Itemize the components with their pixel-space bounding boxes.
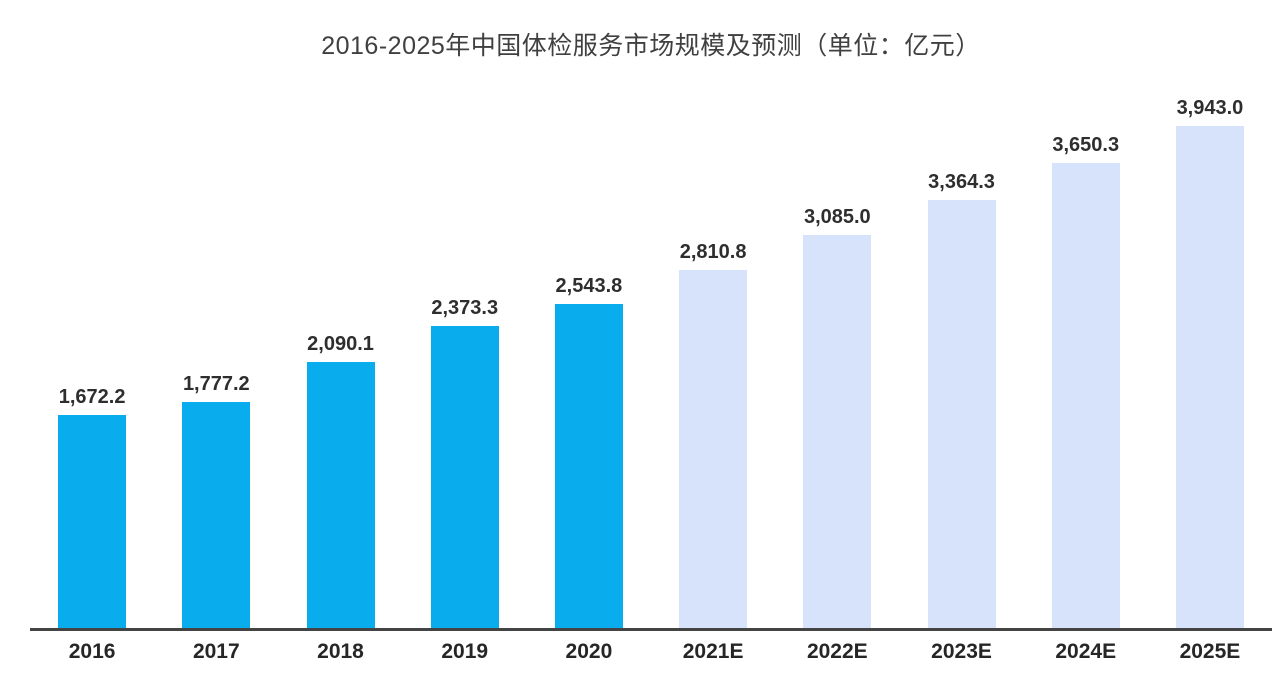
bar-column: 2,090.1	[278, 333, 402, 628]
bar-value-label: 1,672.2	[58, 386, 126, 408]
bar-value-label: 2,090.1	[307, 333, 374, 355]
bar-column: 2,373.3	[403, 297, 527, 628]
actual-bar	[306, 362, 375, 628]
bar-value-label: 2,810.8	[679, 241, 747, 263]
x-axis-label: 2018	[317, 640, 364, 663]
bars-row: 1,672.2 1,777.2 2,090.1 2,373.3 2,543.8 2,810…	[30, 80, 1272, 628]
bar-column: 3,364.3	[899, 171, 1023, 628]
bar-value-label: 2,543.8	[555, 275, 623, 297]
x-axis-label: 2021E	[682, 640, 744, 663]
actual-bar	[430, 326, 499, 628]
bar-column: 3,085.0	[775, 206, 899, 628]
forecast-bar	[1175, 126, 1244, 628]
bar-value-label: 1,777.2	[182, 373, 250, 395]
x-axis-label: 2017	[192, 640, 240, 663]
forecast-bar	[1051, 163, 1120, 628]
bar-column: 3,650.3	[1024, 134, 1148, 628]
actual-bar	[182, 402, 251, 628]
plot-area: 1,672.2 1,777.2 2,090.1 2,373.3 2,543.8 2,810…	[30, 80, 1272, 631]
bar-value-label: 2,373.3	[431, 297, 499, 319]
x-axis-label: 2022E	[806, 640, 868, 663]
bar-value-label: 3,943.0	[1176, 97, 1244, 119]
x-axis-label: 2023E	[931, 640, 992, 663]
bar-column: 1,672.2	[30, 386, 154, 628]
actual-bar	[554, 304, 623, 628]
x-axis-label: 2016	[68, 640, 116, 663]
bar-column: 2,810.8	[651, 241, 775, 628]
x-axis-label: 2019	[441, 640, 489, 663]
x-axis-label: 2024E	[1055, 640, 1117, 663]
actual-bar	[58, 415, 127, 628]
bar-column: 1,777.2	[154, 373, 278, 628]
bar-value-label: 3,364.3	[928, 171, 995, 193]
bar-value-label: 3,085.0	[803, 206, 871, 228]
chart-title: 2016-2025年中国体检服务市场规模及预测（单位：亿元）	[321, 32, 981, 60]
forecast-bar	[803, 235, 872, 628]
x-axis: 2016 2017 2018 2019 2020 2021E 2022E 2023E 2024E…	[30, 640, 1272, 670]
x-axis-label: 2025E	[1179, 640, 1241, 663]
bar-value-label: 3,650.3	[1052, 134, 1120, 156]
forecast-bar	[927, 200, 996, 628]
x-axis-label: 2020	[565, 640, 613, 663]
forecast-bar	[679, 270, 748, 628]
bar-column: 2,543.8	[527, 275, 651, 628]
bar-column: 3,943.0	[1148, 97, 1272, 628]
